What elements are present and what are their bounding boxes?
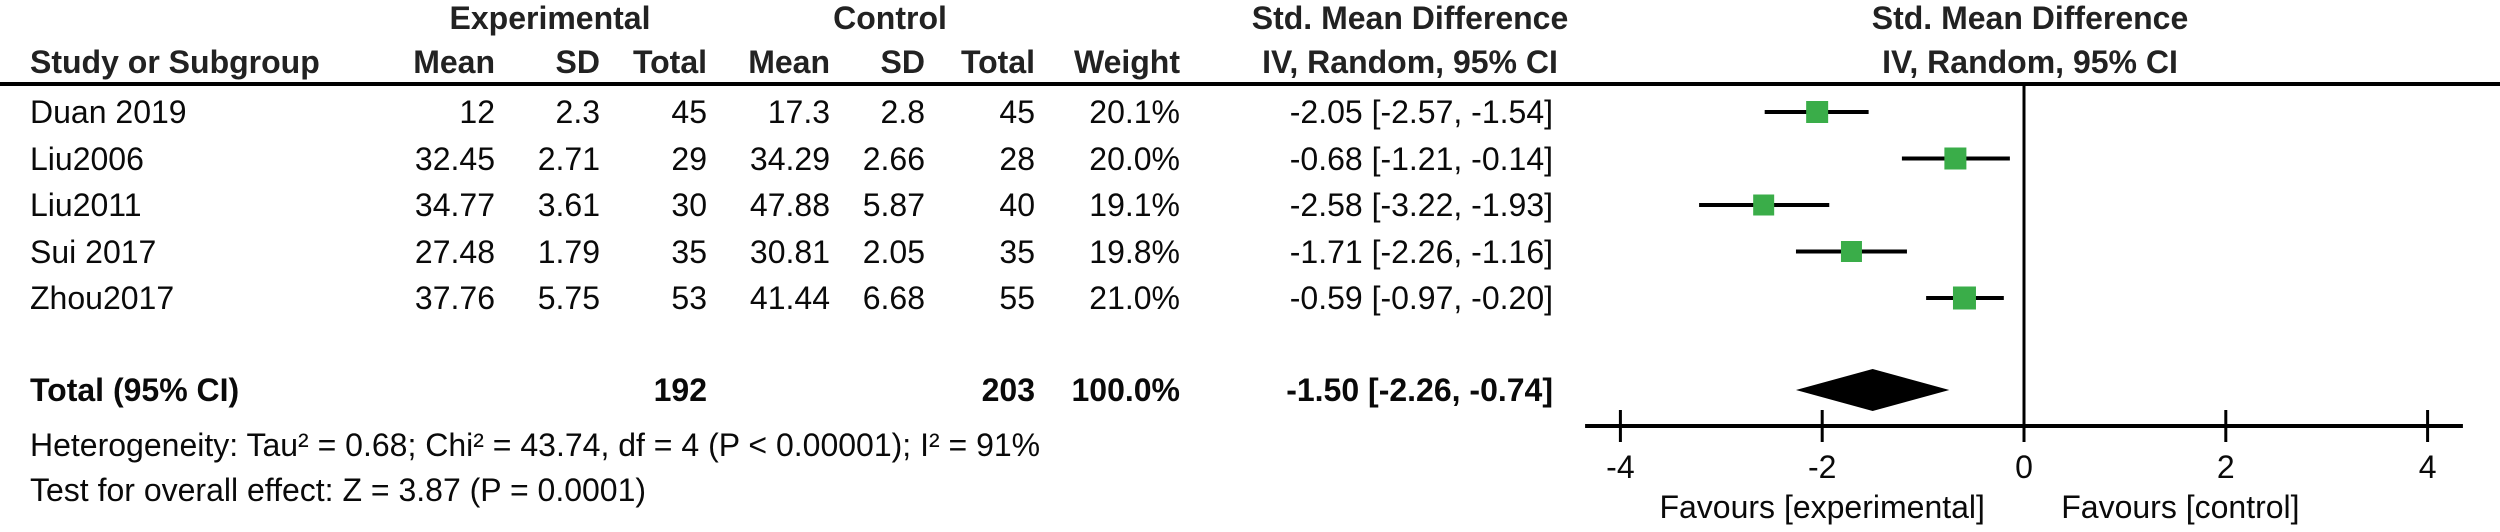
effect-ci-value: -2.05 [-2.57, -1.54] (1289, 94, 1553, 130)
mean-control: 17.3 (767, 94, 830, 130)
mean-control: 41.44 (749, 280, 830, 316)
weight-value: 21.0% (1089, 280, 1180, 316)
pooled-effect-ci: -1.50 [-2.26, -0.74] (1286, 372, 1553, 408)
group-header-row: Experimental Control Std. Mean Differenc… (0, 0, 2500, 38)
ci-plot-column-header: IV, Random, 95% CI (1882, 44, 2178, 80)
sd-ctl-column-header: SD (880, 44, 925, 80)
study-marker (1952, 286, 1976, 310)
favours-control-label: Favours [control] (2061, 489, 2299, 525)
sd-control: 6.68 (862, 280, 925, 316)
total-control: 203 (981, 372, 1035, 408)
total-experimental: 29 (671, 140, 707, 177)
weight-value: 20.1% (1089, 94, 1180, 130)
control-group-header: Control (833, 0, 947, 36)
total-control: 40 (999, 187, 1035, 223)
effect-ci-value: -2.58 [-3.22, -1.93] (1289, 187, 1553, 223)
total-experimental: 35 (671, 233, 707, 270)
sd-experimental: 5.75 (537, 280, 600, 316)
favours-experimental-label: Favours [experimental] (1659, 489, 1984, 525)
sd-experimental: 2.3 (555, 94, 600, 130)
sd-control: 5.87 (862, 187, 925, 223)
mean-experimental: 12 (459, 94, 495, 130)
study-name: Sui 2017 (30, 233, 157, 270)
table-row: Duan 2019 12 2.3 45 17.3 2.8 45 20.1% -2… (0, 89, 1580, 135)
sd-experimental: 3.61 (537, 187, 600, 223)
mean-control: 34.29 (749, 140, 830, 177)
smd-plot-header: Std. Mean Difference (1871, 0, 2189, 36)
mean-experimental: 27.48 (414, 233, 495, 270)
smd-column-header: Std. Mean Difference (1251, 0, 1569, 36)
effect-ci-value: -0.59 [-0.97, -0.20] (1289, 280, 1553, 316)
sd-control: 2.66 (862, 140, 925, 177)
table-row: Liu2006 32.45 2.71 29 34.29 2.66 28 20.0… (0, 136, 1580, 182)
effect-ci-value: -0.68 [-1.21, -0.14] (1289, 140, 1553, 177)
study-name: Liu2006 (30, 140, 144, 177)
sd-control: 2.8 (880, 94, 925, 130)
axis-tick-label: -2 (1808, 449, 1836, 485)
overall-effect-text: Test for overall effect: Z = 3.87 (P = 0… (30, 472, 647, 508)
total-row: Total (95% CI) 192 203 100.0% -1.50 [-2.… (0, 367, 1580, 413)
total-exp-column-header: Total (632, 44, 707, 80)
sd-experimental: 2.71 (537, 140, 600, 177)
study-marker (1944, 147, 1967, 170)
total-weight: 100.0% (1071, 372, 1180, 408)
table-row: Zhou2017 37.76 5.75 53 41.44 6.68 55 21.… (0, 275, 1580, 321)
mean-control: 30.81 (749, 233, 830, 270)
study-name: Liu2011 (30, 187, 142, 223)
mean-experimental: 37.76 (414, 280, 495, 316)
mean-control: 47.88 (749, 187, 830, 223)
weight-value: 19.8% (1089, 233, 1180, 270)
header-rule (0, 82, 2500, 86)
study-name: Duan 2019 (30, 94, 187, 130)
study-marker (1840, 241, 1862, 262)
sd-control: 2.05 (862, 233, 925, 270)
weight-column-header: Weight (1073, 44, 1180, 80)
effect-ci-value: -1.71 [-2.26, -1.16] (1289, 233, 1553, 270)
study-column-header: Study or Subgroup (30, 44, 320, 80)
mean-experimental: 32.45 (414, 140, 495, 177)
axis-tick-label: 2 (2217, 449, 2235, 485)
study-marker (1806, 101, 1829, 123)
total-experimental: 30 (671, 187, 707, 223)
total-experimental: 45 (671, 94, 707, 130)
axis-tick-label: -4 (1606, 449, 1634, 485)
total-ctl-column-header: Total (960, 44, 1035, 80)
pooled-diamond (1795, 369, 1950, 411)
mean-exp-column-header: Mean (413, 44, 495, 80)
sd-exp-column-header: SD (555, 44, 600, 80)
ci-column-header: IV, Random, 95% CI (1262, 44, 1558, 80)
total-control: 45 (999, 94, 1035, 130)
study-name: Zhou2017 (30, 280, 175, 316)
total-experimental: 192 (653, 372, 707, 408)
column-header-row: Study or Subgroup Mean SD Total Mean SD … (0, 42, 2500, 82)
total-control: 55 (999, 280, 1035, 316)
table-row: Sui 2017 27.48 1.79 35 30.81 2.05 35 19.… (0, 229, 1580, 275)
mean-experimental: 34.77 (414, 187, 495, 223)
sd-experimental: 1.79 (537, 233, 600, 270)
weight-value: 20.0% (1089, 140, 1180, 177)
experimental-group-header: Experimental (449, 0, 651, 36)
weight-value: 19.1% (1089, 187, 1180, 223)
total-label: Total (95% CI) (30, 372, 240, 408)
total-experimental: 53 (671, 280, 707, 316)
axis-tick-label: 4 (2419, 449, 2437, 485)
heterogeneity-text: Heterogeneity: Tau² = 0.68; Chi² = 43.74… (30, 427, 1041, 463)
axis-tick-label: 0 (2015, 449, 2033, 485)
mean-ctl-column-header: Mean (748, 44, 830, 80)
total-control: 35 (999, 233, 1035, 270)
study-marker (1753, 194, 1775, 216)
total-control: 28 (999, 140, 1035, 177)
table-row: Liu2011 34.77 3.61 30 47.88 5.87 40 19.1… (0, 182, 1580, 228)
